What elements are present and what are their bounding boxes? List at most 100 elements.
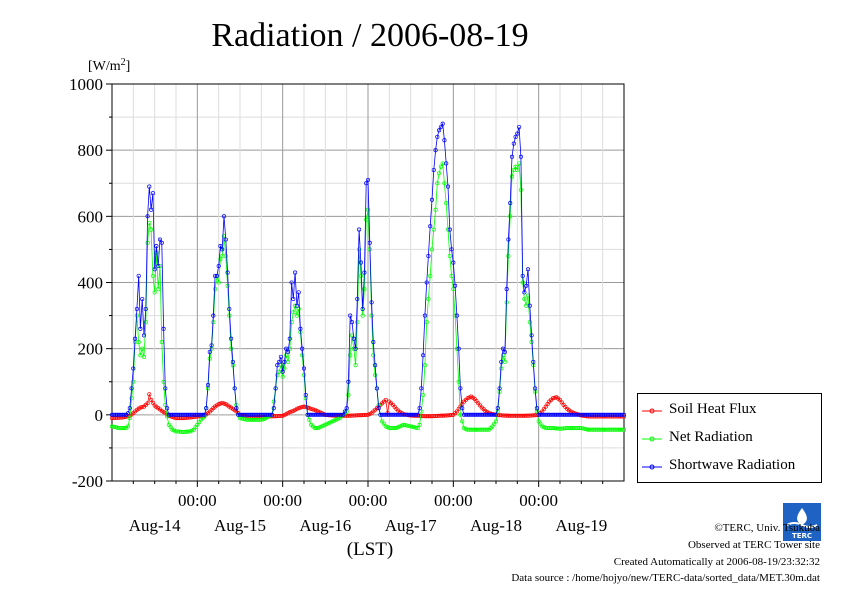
- y-tick-label: 0: [95, 406, 104, 425]
- data-point: [527, 303, 532, 308]
- data-point: [365, 177, 371, 182]
- legend-label-shortwave-radiation: Shortwave Radiation: [669, 457, 796, 473]
- data-point: [485, 427, 490, 432]
- data-point: [259, 417, 264, 422]
- data-point: [421, 353, 426, 358]
- data-point: [300, 346, 305, 351]
- data-point: [218, 244, 223, 249]
- data-point: [364, 181, 369, 186]
- data-point: [438, 164, 443, 169]
- data-point: [421, 392, 426, 398]
- data-point: [506, 253, 511, 259]
- data-point: [149, 397, 154, 402]
- data-point: [136, 273, 141, 278]
- data-point: [269, 412, 275, 417]
- data-point: [349, 320, 355, 325]
- data-point: [440, 121, 445, 126]
- data-point: [517, 124, 522, 130]
- data-point: [278, 354, 283, 359]
- x-tick-label-time: 00:00: [349, 491, 388, 510]
- legend-marker-shortwave-radiation: [642, 464, 662, 470]
- data-point: [527, 320, 532, 325]
- data-point: [433, 148, 438, 153]
- data-point: [362, 287, 367, 292]
- data-point: [149, 227, 154, 232]
- data-point: [453, 283, 458, 288]
- x-tick-label-day: Aug-19: [555, 516, 607, 535]
- data-point: [369, 300, 374, 305]
- data-point: [428, 224, 433, 229]
- grid: [112, 84, 624, 481]
- data-point: [431, 167, 436, 173]
- data-point: [234, 406, 239, 411]
- data-point: [159, 240, 164, 245]
- data-point: [344, 406, 349, 411]
- data-point: [501, 346, 506, 351]
- data-point: [373, 373, 378, 378]
- data-point: [502, 349, 507, 355]
- data-point: [367, 240, 372, 245]
- data-point: [355, 320, 360, 325]
- data-point: [431, 227, 436, 232]
- data-point: [449, 273, 454, 278]
- data-point: [493, 419, 499, 424]
- data-point: [131, 366, 136, 371]
- x-axis-label: (LST): [347, 539, 393, 560]
- data-point: [437, 128, 442, 133]
- data-point: [273, 386, 278, 391]
- data-point: [280, 374, 285, 379]
- data-point: [513, 164, 518, 169]
- data-point: [271, 399, 276, 404]
- data-point: [456, 346, 461, 351]
- series-shortwave-radiation: [109, 121, 627, 417]
- data-point: [140, 405, 145, 410]
- data-point: [358, 273, 363, 278]
- data-point: [437, 171, 442, 176]
- data-point: [223, 237, 228, 242]
- data-point: [125, 424, 131, 429]
- data-point: [460, 419, 465, 424]
- legend-label-net-radiation: Net Radiation: [669, 429, 753, 445]
- data-point: [150, 400, 155, 405]
- data-point: [417, 422, 422, 427]
- data-point: [445, 184, 451, 189]
- data-point: [415, 412, 420, 417]
- data-point: [214, 273, 219, 278]
- data-point: [109, 424, 115, 429]
- legend-item-net-radiation: Net Radiation: [638, 428, 821, 450]
- data-point: [289, 320, 294, 325]
- data-point: [419, 409, 424, 414]
- data-point: [285, 349, 291, 355]
- legend-marker-net-radiation: [642, 436, 662, 442]
- data-point: [129, 396, 134, 401]
- data-point: [147, 184, 152, 189]
- x-tick-label-day: Aug-14: [129, 516, 181, 535]
- legend-marker-soil-heat-flux: [642, 408, 662, 414]
- data-point: [460, 406, 465, 411]
- data-point: [412, 425, 417, 430]
- data-point: [550, 396, 555, 401]
- data-point: [229, 336, 234, 341]
- data-point: [156, 287, 161, 292]
- data-point: [213, 287, 218, 292]
- data-point: [145, 401, 150, 406]
- data-point: [307, 406, 312, 411]
- data-point: [341, 412, 346, 417]
- data-point: [145, 240, 150, 245]
- data-point: [504, 287, 509, 292]
- data-point: [291, 310, 296, 315]
- data-point: [495, 406, 500, 411]
- data-point: [428, 273, 433, 278]
- data-point: [298, 326, 303, 331]
- data-point: [353, 363, 358, 368]
- data-point: [159, 340, 164, 345]
- data-point: [150, 191, 155, 196]
- data-point: [529, 333, 534, 338]
- data-point: [373, 363, 378, 368]
- data-point: [419, 386, 424, 391]
- data-point: [383, 397, 388, 402]
- data-point: [204, 406, 209, 411]
- data-point: [141, 333, 147, 338]
- y-axis-label: [W/m2]: [88, 57, 130, 74]
